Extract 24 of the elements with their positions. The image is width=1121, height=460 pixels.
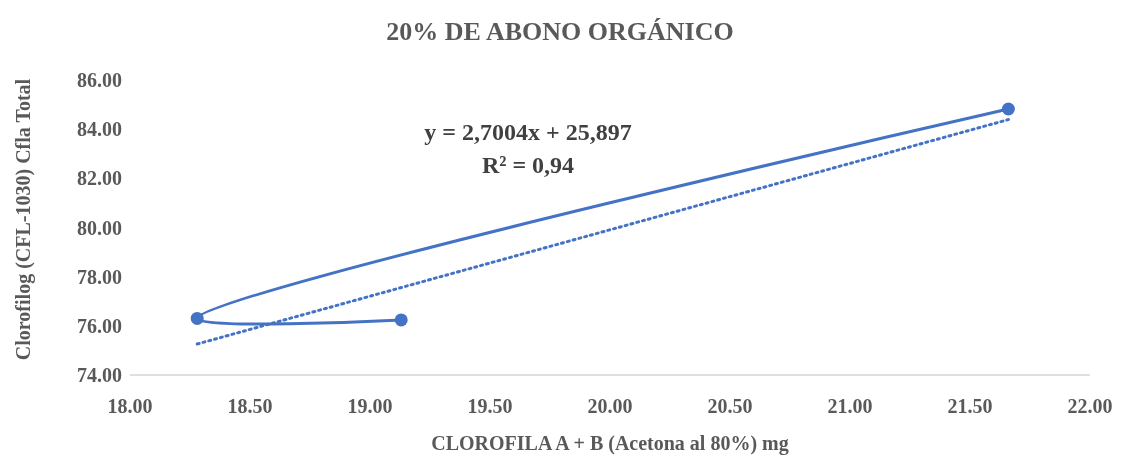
x-tick-label: 18.00: [107, 395, 153, 417]
y-tick-label: 82.00: [77, 167, 122, 190]
y-tick-label: 84.00: [77, 118, 122, 141]
y-tick-label: 78.00: [77, 265, 122, 288]
annotation: R² = 0,94: [481, 152, 575, 178]
annotation: y = 2,7004x + 25,897: [424, 119, 632, 145]
chart-title: 20% DE ABONO ORGÁNICO: [386, 17, 734, 46]
y-tick-label: 76.00: [77, 314, 122, 337]
y-axis-title: Clorofilog (CFL-1030) Cfla Total: [12, 78, 35, 361]
point: [190, 311, 204, 325]
x-tick-label: 21.00: [827, 395, 873, 417]
x-tick-label: 18.50: [227, 395, 273, 417]
x-axis-title: CLOROFILA A + B (Acetona al 80%) mg: [431, 432, 789, 455]
x-tick-label: 20.00: [587, 395, 633, 417]
x-tick-label: 20.50: [707, 395, 753, 417]
x-tick-label: 22.00: [1067, 395, 1113, 417]
y-tick-label: 74.00: [77, 364, 122, 386]
x-tick-label: 19.50: [467, 395, 513, 417]
y-tick-label: 80.00: [77, 216, 122, 239]
point: [1001, 102, 1015, 116]
point: [394, 313, 408, 327]
x-tick-label: 21.50: [947, 395, 993, 417]
y-tick-label: 86.00: [77, 69, 122, 91]
x-tick-label: 19.00: [347, 395, 393, 417]
